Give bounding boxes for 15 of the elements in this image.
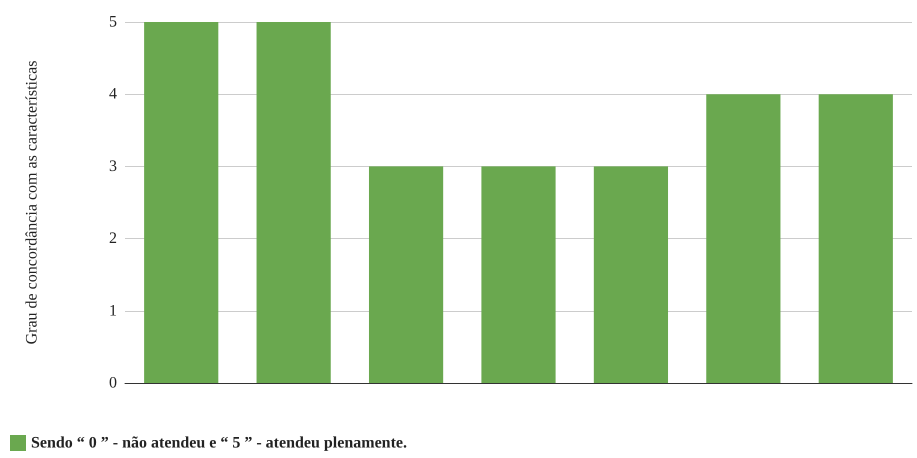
bar [706, 94, 780, 383]
bar [594, 166, 668, 383]
y-tick-label: 0 [109, 374, 117, 392]
bar [818, 94, 893, 383]
y-tick-label: 1 [109, 302, 117, 320]
bar [144, 22, 218, 383]
bar [368, 166, 444, 383]
y-tick-label: 3 [109, 158, 117, 175]
y-tick-label: 5 [109, 14, 117, 30]
y-axis-title: Grau de concordância com as características [24, 60, 40, 344]
legend-label: Sendo “ 0 ” - não atendeu e “ 5 ” - atendeu plenamente. [31, 434, 408, 452]
y-tick-label: 4 [109, 86, 117, 103]
bar [481, 166, 556, 383]
bar [256, 22, 331, 383]
y-tick-label: 2 [109, 230, 117, 248]
